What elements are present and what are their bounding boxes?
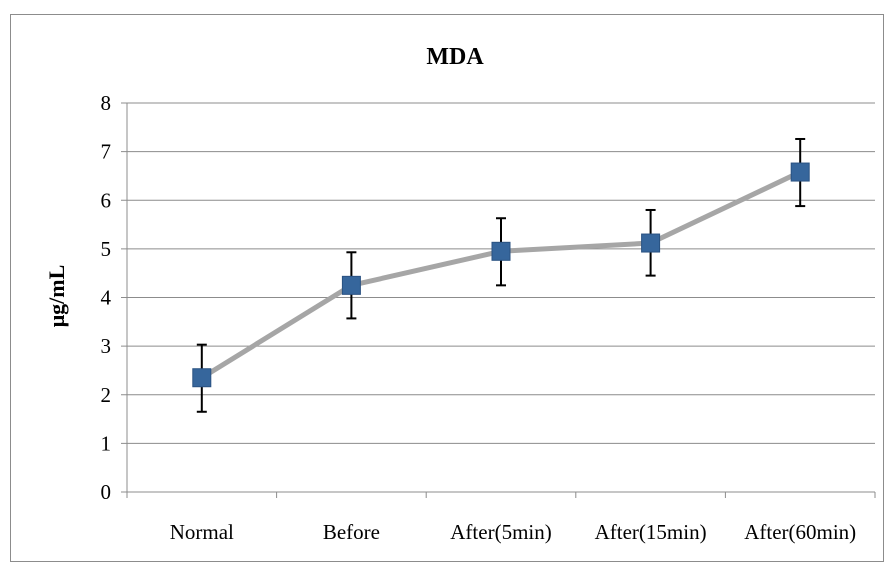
data-point-marker <box>790 162 810 182</box>
y-tick-label: 5 <box>101 237 112 261</box>
x-tick-label: After(60min) <box>744 520 856 544</box>
y-tick-label: 6 <box>101 188 112 212</box>
y-tick-label: 8 <box>101 91 112 115</box>
x-tick-label: After(15min) <box>595 520 707 544</box>
data-markers <box>192 162 810 388</box>
x-tick-labels: Normal Before After(5min) After(15min) After… <box>170 520 856 544</box>
error-bars <box>196 137 806 413</box>
chart-title: MDA <box>426 44 484 70</box>
data-point-marker <box>491 241 511 261</box>
x-tick-label: Normal <box>170 520 234 544</box>
y-tick-label: 3 <box>101 334 112 358</box>
x-tick-label: After(5min) <box>450 520 551 544</box>
y-tick-label: 0 <box>101 480 112 504</box>
y-tick-label: 1 <box>101 431 112 455</box>
y-tick-label: 2 <box>101 383 112 407</box>
y-tick-label: 7 <box>101 140 112 164</box>
x-tick-label: Before <box>323 520 380 544</box>
data-point-marker <box>341 275 361 295</box>
y-tick-label: 4 <box>101 286 112 310</box>
chart-frame <box>10 14 884 562</box>
data-point-marker <box>641 233 661 253</box>
y-axis-label: μg/mL <box>44 265 69 328</box>
data-point-marker <box>192 368 212 388</box>
axes <box>121 102 876 498</box>
y-tick-labels: 0 1 2 3 4 5 6 7 8 <box>101 91 112 504</box>
